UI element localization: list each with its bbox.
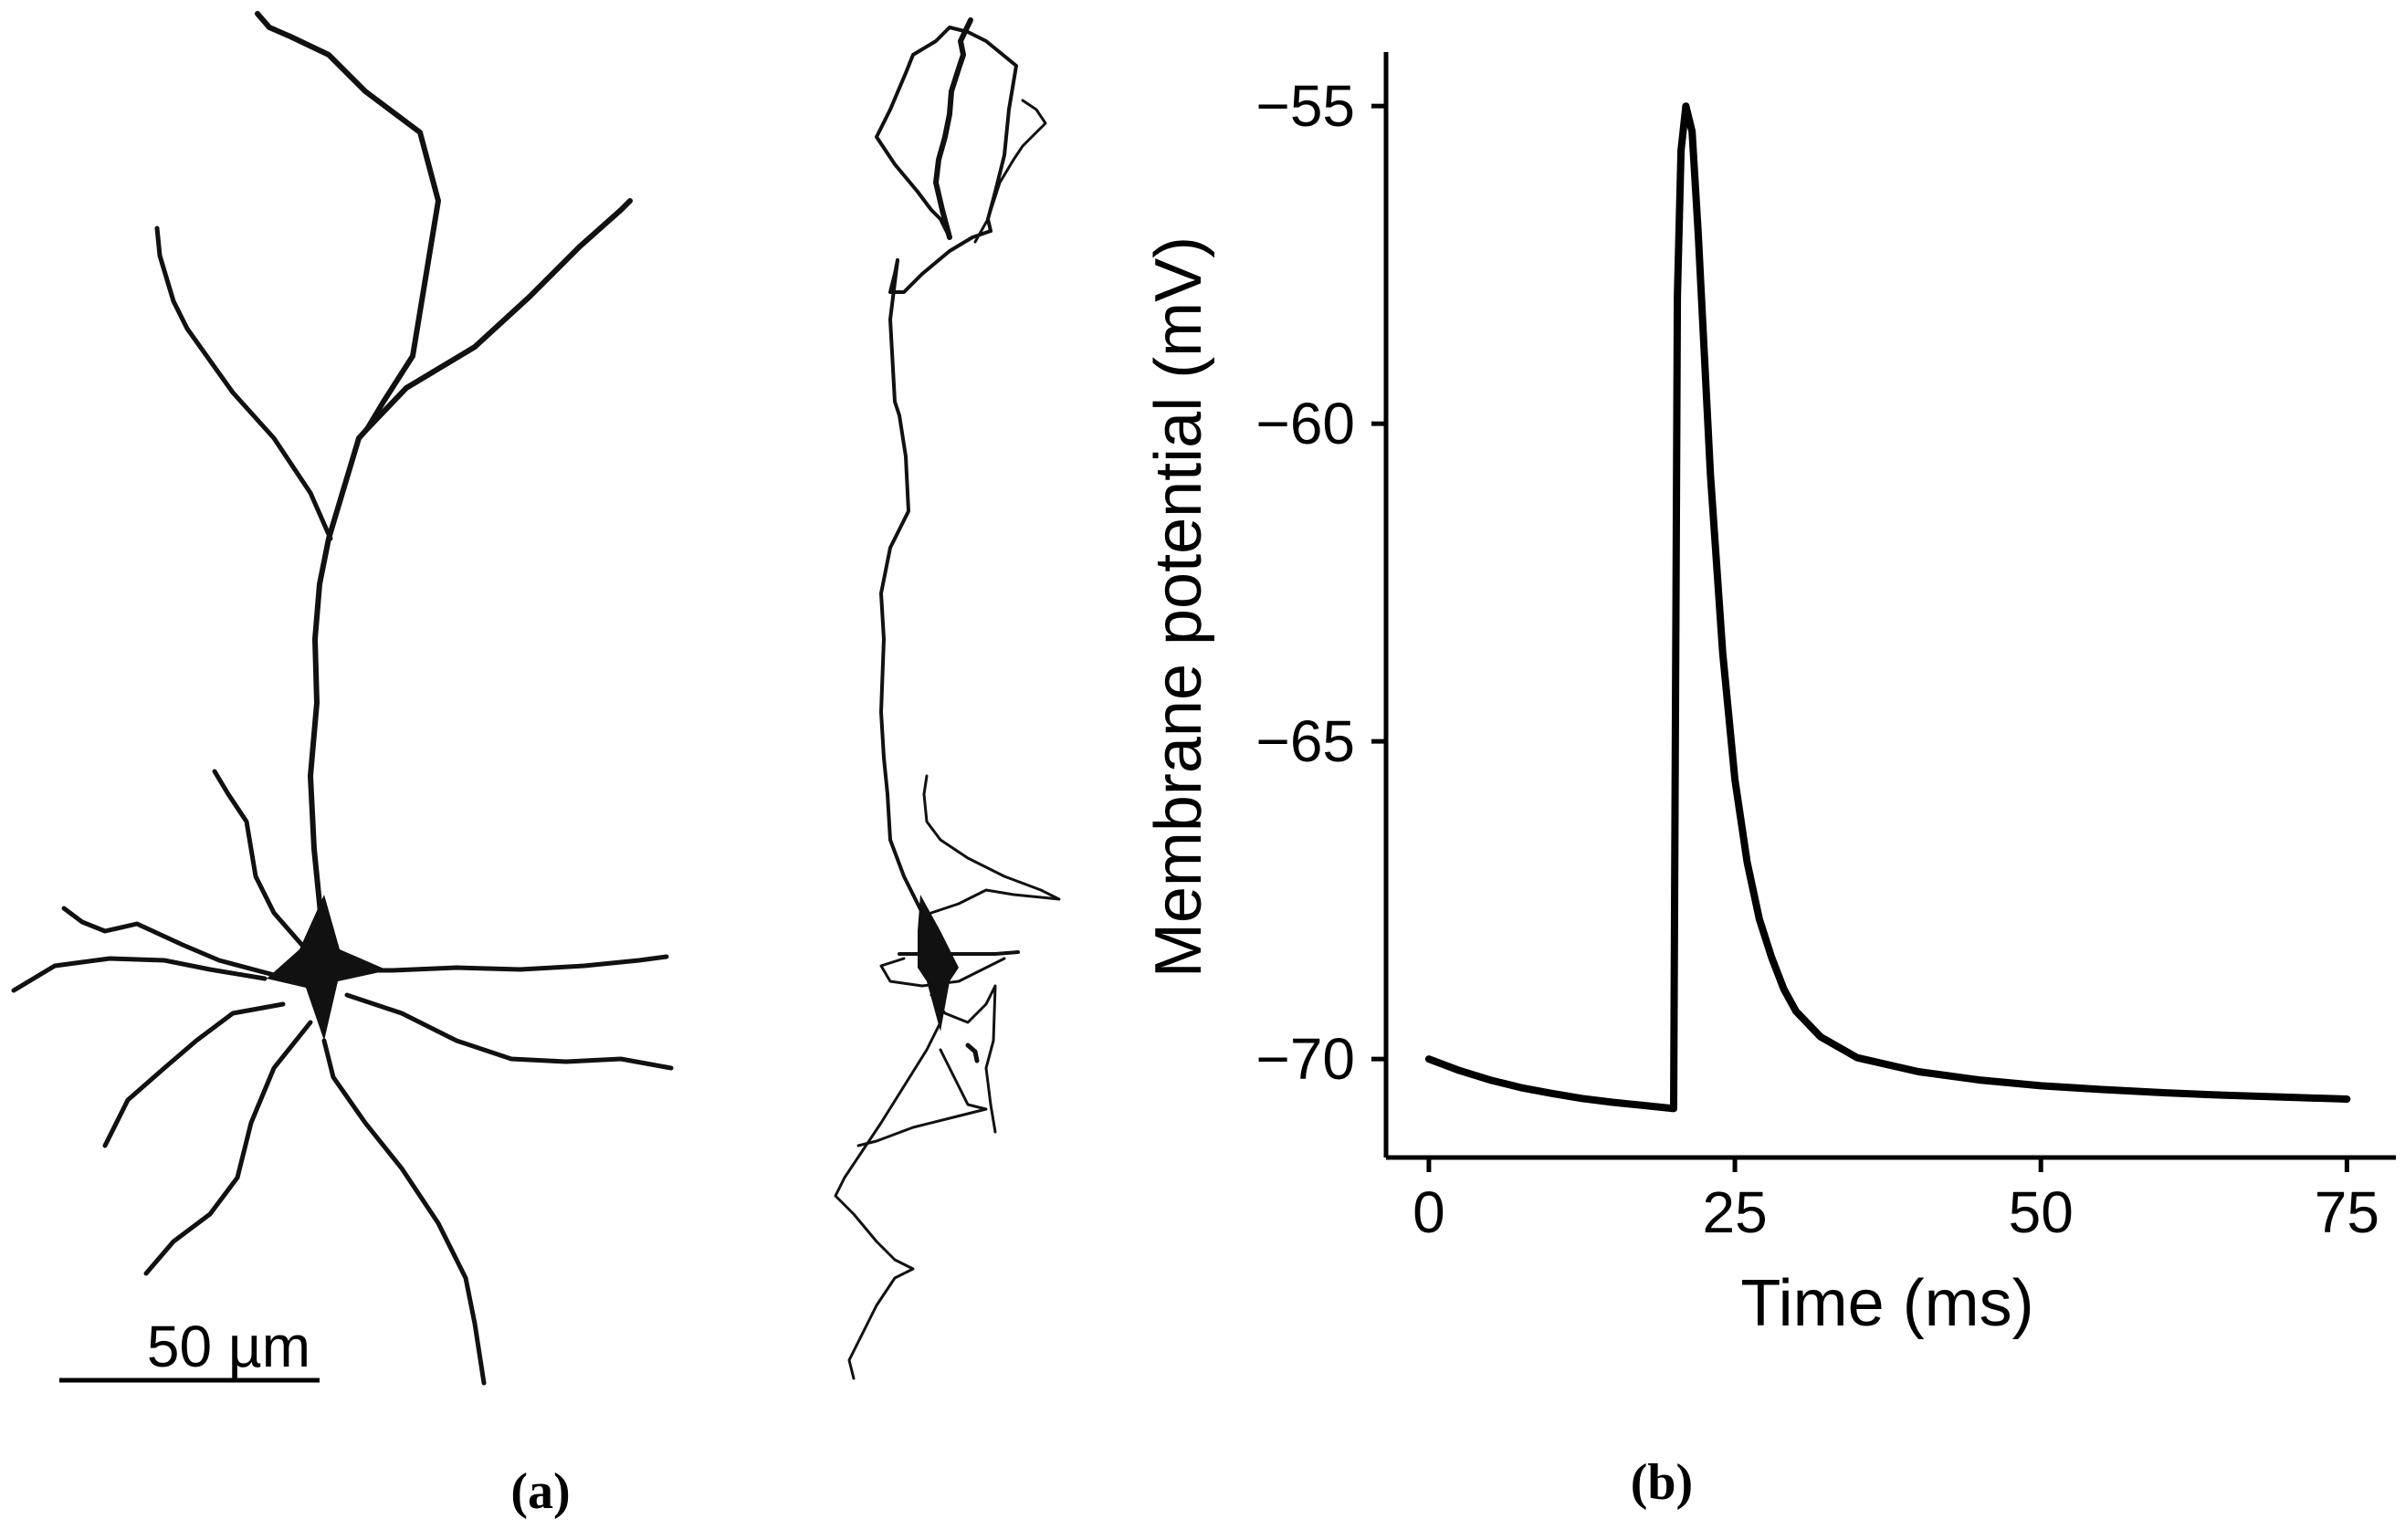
y-tick-label: −65 [1255,708,1355,774]
panel-b-label: (b) [1631,1454,1693,1511]
neuron-front-view [11,11,674,1386]
panel-a-label: (a) [510,1463,570,1520]
side-tuft-b [875,26,1018,239]
basal-dendrite-lower-right [344,992,674,1071]
y-tick-label: −60 [1255,391,1355,456]
y-axis-title: Membrane potential (mV) [1142,236,1215,978]
soma-side [918,895,959,1032]
soma-front [267,895,388,1041]
apical-branch-left [154,225,333,541]
plot-area [1424,102,2351,1113]
basal-dendrite-upper-left [212,769,309,952]
x-axis-ticks: 0 25 50 75 [1413,1158,2379,1245]
x-axis-title: Time (ms) [1740,1267,2033,1340]
y-tick-label: −70 [1255,1026,1355,1092]
side-basal-horizontal [898,950,1020,956]
basal-dendrite-left [61,906,277,978]
basal-dendrite-down-left [143,1020,313,1276]
scale-bar-label: 50 µm [147,1314,310,1379]
basal-dendrite-right [337,954,669,973]
x-tick-label: 75 [2315,1179,2379,1245]
neuron-side-view [834,17,1061,1380]
side-basal-tick [965,1042,980,1063]
apical-branch-right [364,198,633,432]
side-basal-cross [856,1048,988,1147]
y-axis-ticks: −70 −65 −60 −55 [1255,73,1386,1092]
basal-dendrite-lower-left [102,1001,286,1148]
x-tick-label: 0 [1413,1179,1445,1245]
series-line-0 [1424,102,2351,1113]
basal-dendrite-far-left [11,956,268,993]
apical-dendrite [255,11,441,925]
side-basal-down [929,984,997,1134]
x-tick-label: 25 [1702,1179,1767,1245]
side-trunk [879,258,924,915]
membrane-potential-chart: −70 −65 −60 −55 0 25 50 75 Time (ms) Membrane … [1142,52,2396,1340]
scale-bar: 50 µm [59,1314,320,1383]
side-branch-right [973,99,1047,244]
y-tick-label: −55 [1255,73,1355,139]
side-basal-lower [834,1021,942,1380]
side-basal-right [922,774,1061,915]
basal-dendrite-down [321,1038,487,1386]
side-tuft-a [888,229,992,294]
side-tuft-c [933,17,973,240]
x-tick-label: 50 [2009,1179,2074,1245]
side-basal-loop [879,957,1006,988]
